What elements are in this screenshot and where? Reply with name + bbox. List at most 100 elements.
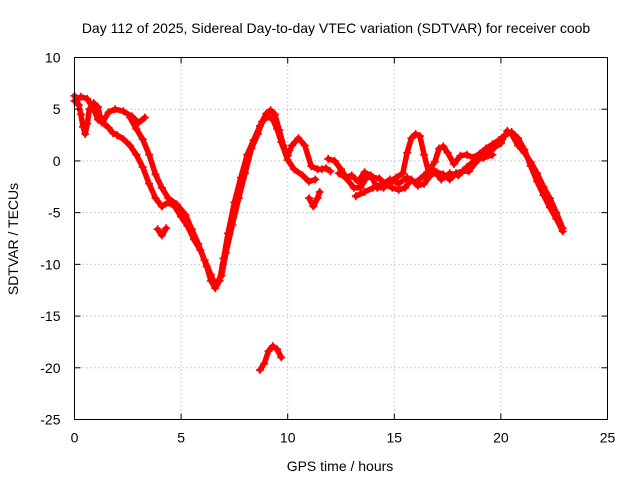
data-point: [104, 108, 113, 117]
data-point: [356, 183, 365, 192]
series-track-f: [256, 342, 286, 374]
grid: [74, 57, 608, 420]
data-point: [247, 144, 256, 153]
data-point: [507, 128, 516, 136]
data-point: [283, 151, 292, 160]
data-point: [398, 169, 407, 178]
data-point: [268, 342, 277, 351]
data-point: [108, 129, 117, 137]
x-tick-label: 10: [280, 430, 296, 446]
data-point: [533, 177, 542, 186]
data-point: [181, 210, 190, 219]
x-tick-label: 5: [177, 430, 185, 446]
data-point: [545, 203, 554, 212]
data-point: [300, 141, 309, 150]
data-point: [450, 160, 458, 168]
data-point: [162, 224, 171, 233]
data-point: [125, 113, 134, 122]
data-point: [74, 101, 83, 110]
data-point: [307, 162, 316, 171]
data-point: [83, 119, 92, 128]
y-tick-label: 0: [53, 153, 61, 169]
data-point: [407, 134, 416, 143]
data-point: [187, 225, 196, 234]
data-point: [369, 183, 377, 192]
chart-title: Day 112 of 2025, Sidereal Day-to-day VTE…: [82, 20, 591, 36]
data-point: [241, 169, 250, 178]
data-point: [324, 154, 333, 163]
data-point: [360, 168, 369, 177]
y-tick-label: -20: [40, 360, 60, 376]
data-point: [138, 135, 147, 144]
data-point: [119, 135, 128, 144]
data-point: [311, 175, 320, 184]
x-axis-label: GPS time / hours: [287, 458, 394, 474]
data-point: [194, 239, 203, 248]
data-point: [514, 134, 522, 143]
data-point: [403, 173, 412, 182]
data-point: [494, 136, 503, 145]
data-point: [81, 130, 90, 138]
data-point: [164, 194, 173, 203]
series-trace: [306, 189, 323, 210]
data-point: [262, 109, 271, 118]
data-point: [125, 141, 134, 150]
data-point: [354, 177, 363, 186]
data-point: [445, 169, 454, 178]
y-tick-label: -5: [48, 205, 61, 221]
data-point: [428, 165, 437, 174]
data-point: [275, 125, 284, 134]
x-tick-label: 15: [387, 430, 403, 446]
data-point: [471, 155, 480, 164]
data-point: [479, 153, 488, 162]
data-point: [526, 162, 535, 171]
data-point: [305, 194, 313, 203]
data-point: [151, 170, 160, 179]
data-point: [294, 134, 303, 143]
x-tick-label: 20: [493, 430, 509, 446]
data-point: [420, 179, 429, 188]
data-point: [552, 214, 561, 223]
data-point: [454, 171, 463, 180]
series-track-c: [125, 106, 335, 289]
data-point: [157, 202, 166, 211]
data-point: [326, 167, 335, 176]
data-point: [151, 194, 160, 203]
data-series: [70, 91, 567, 374]
data-point: [277, 353, 286, 362]
data-point: [79, 122, 87, 131]
data-point: [172, 200, 181, 209]
data-point: [317, 165, 326, 174]
data-point: [420, 150, 429, 159]
data-point: [403, 148, 412, 157]
data-point: [89, 105, 98, 114]
data-point: [439, 142, 448, 151]
data-point: [456, 151, 465, 160]
data-point: [520, 145, 529, 154]
data-point: [488, 140, 497, 149]
data-point: [313, 194, 322, 203]
data-point: [288, 141, 296, 150]
data-point: [234, 194, 243, 203]
data-point: [157, 231, 166, 240]
data-point: [501, 131, 510, 140]
data-point: [462, 150, 471, 159]
data-point: [211, 281, 220, 289]
data-point: [119, 107, 128, 116]
data-point: [76, 110, 85, 119]
data-point: [260, 359, 269, 368]
y-tick-label: -15: [40, 308, 60, 324]
data-point: [104, 123, 113, 132]
data-point: [138, 163, 147, 172]
data-point: [140, 113, 149, 122]
data-point: [258, 117, 267, 126]
data-point: [157, 183, 166, 192]
data-point: [305, 177, 313, 186]
data-point: [266, 106, 275, 115]
data-point: [386, 175, 394, 184]
data-point: [264, 347, 273, 356]
data-point: [437, 175, 446, 184]
data-point: [94, 115, 102, 124]
data-point: [132, 150, 141, 159]
data-point: [401, 183, 409, 192]
